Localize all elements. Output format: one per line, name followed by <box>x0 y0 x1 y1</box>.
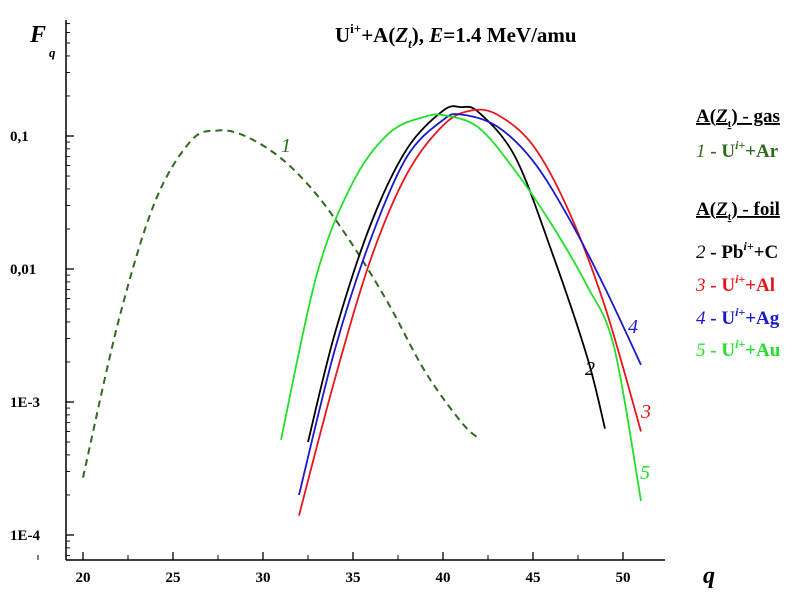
x-axis-label: q <box>703 563 715 589</box>
legend-header-gas: A(Zt) - gas <box>696 106 780 130</box>
y-axis-label: F <box>29 22 46 48</box>
legend-entry-2: 2 - Pbi++C <box>696 239 778 263</box>
x-tick-label: 45 <box>526 570 541 586</box>
curve-label-4: 4 <box>628 316 638 338</box>
curve-label-5: 5 <box>640 462 650 484</box>
series-line-5 <box>280 113 642 502</box>
legend-header-foil: A(Zt) - foil <box>696 199 780 223</box>
series-line-4 <box>298 113 642 496</box>
axis-ticks: 20 25 30 35 40 45 50 1E-4 1E-3 0,01 0,1 <box>10 23 631 586</box>
series-layer <box>82 105 642 516</box>
legend-entry-4: 4 - Ui++Ag <box>696 305 780 329</box>
series-line-2 <box>307 105 606 443</box>
x-tick-label: 35 <box>346 570 361 586</box>
x-tick-label: 30 <box>256 570 271 586</box>
y-tick-label: 1E-3 <box>10 395 40 411</box>
curve-label-1: 1 <box>281 135 291 157</box>
y-tick-label: 1E-4 <box>10 528 41 544</box>
legend-entry-3: 3 - Ui++Al <box>695 272 775 296</box>
y-tick-label: 0,1 <box>10 129 29 145</box>
x-tick-label: 40 <box>436 570 451 586</box>
y-tick-label: 0,01 <box>10 262 36 278</box>
x-tick-label: 25 <box>166 570 181 586</box>
chart-title: Ui++A(Zt), E=1.4 MeV/amu <box>335 21 577 51</box>
series-line-3 <box>298 108 642 516</box>
curve-label-3: 3 <box>640 401 651 423</box>
curve-label-2: 2 <box>585 358 595 380</box>
y-axis-label-subscript: q <box>49 45 56 60</box>
series-line-1 <box>82 129 480 478</box>
x-tick-label: 50 <box>616 570 631 586</box>
x-tick-label: 20 <box>76 570 91 586</box>
